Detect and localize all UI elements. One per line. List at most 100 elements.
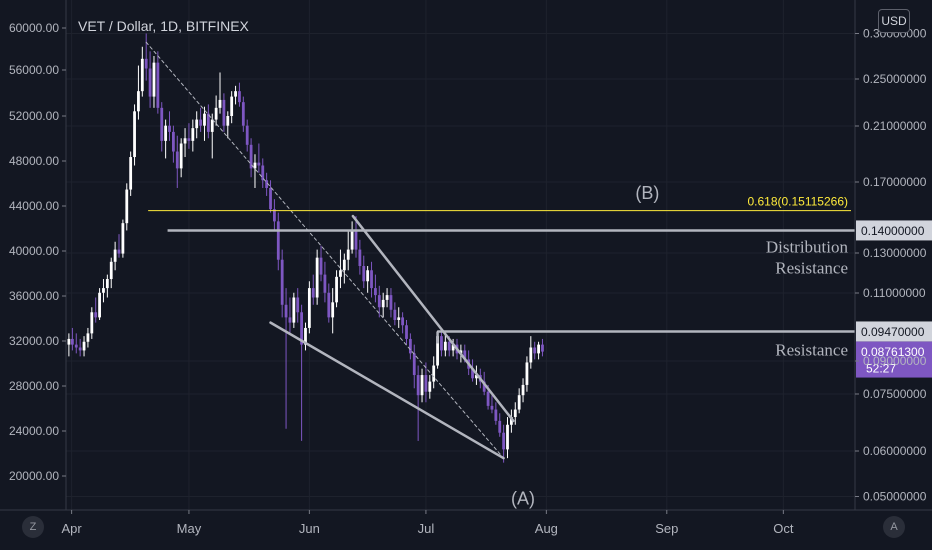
candle-body [164,125,168,141]
candle-body [187,138,191,141]
candle-body [412,353,416,376]
candle [335,270,338,308]
time-tick-label: Apr [61,521,82,536]
candle [179,138,183,178]
candle-body [405,325,408,339]
time-tick-label: Jun [299,521,320,536]
candle-body [105,279,109,289]
candle [121,219,125,258]
candle-body [257,162,261,166]
candle [323,261,327,303]
resistance-price-tag-bg [856,321,932,342]
candle-body [234,91,237,97]
candle [70,327,74,351]
candle [257,143,261,173]
candle-body [319,257,323,275]
candle-body [183,138,187,144]
candle-body [304,327,307,345]
candle-body [315,257,319,298]
last-price-tag: 0.08761300 52:27 [856,341,932,378]
candle-body [307,288,311,328]
candle-body [428,381,432,392]
candle [82,336,86,357]
right-tick-label: 0.06000000 [863,444,927,458]
candle [241,96,245,132]
candle-body [482,381,486,392]
candle [506,417,509,459]
candle-body [171,131,175,152]
candle [537,341,540,360]
candle [292,292,296,328]
auto-scale-button[interactable]: A [883,516,905,538]
wave-label-a: (A) [511,488,535,508]
candle-body [74,344,78,348]
candle [412,344,416,389]
candle-body [230,96,234,117]
left-tick-label: 20000.00 [9,469,59,483]
resistance-price-tag: 0.09470000 [856,321,932,342]
candle [191,119,195,152]
candle [265,172,269,196]
candle-body [525,362,529,385]
candle-body [440,336,443,351]
candle [374,274,377,303]
left-tick-label: 44000.00 [9,199,59,213]
candle [249,138,253,178]
zoom-reset-button[interactable]: Z [22,516,44,538]
candle-body [168,125,171,132]
resistance-price-tag-label: 0.09470000 [861,325,925,339]
candle-body [222,99,226,126]
candle [350,221,354,254]
left-tick-label: 52000.00 [9,109,59,123]
left-tick-label: 60000.00 [9,21,59,35]
candle-body [350,230,354,250]
candle [171,125,175,163]
candle-body [358,249,362,267]
candle-body [144,58,148,69]
candle [133,104,136,166]
candle [424,362,428,403]
candle-body [280,259,284,305]
candle-body [537,344,540,354]
candle-body [261,165,265,181]
candle [342,253,346,284]
candle-body [284,304,288,318]
candle [86,327,90,348]
candle-body [113,249,117,262]
right-tick-label: 0.05000000 [863,490,927,504]
candle-body [245,125,249,145]
candle-body [241,102,245,126]
candle-body [498,420,502,433]
candle-body [420,375,424,396]
candles [67,33,544,463]
candle-body [533,347,537,354]
candle [261,158,265,188]
right-tick-label: 0.17000000 [863,175,927,189]
candle [432,356,436,389]
candle [129,151,133,196]
candle [319,245,323,282]
candle-body [451,344,455,351]
candle [443,333,447,357]
candle [226,111,230,139]
candle [339,249,342,289]
candle [238,82,241,107]
last-price-tag-bg [856,341,932,378]
wedge-lower-line [269,321,505,460]
candle [393,302,397,326]
candle-body [311,288,315,298]
left-tick-label: 28000.00 [9,379,59,393]
candle-body [541,344,544,352]
candle-body [513,409,517,418]
currency-button[interactable]: USD [878,9,910,33]
time-tick-label: Aug [535,521,558,536]
candle-body [459,350,463,354]
candle [183,128,187,158]
candle-body [199,119,202,126]
candle-body [506,424,509,450]
candle [125,183,129,231]
candle [381,292,385,318]
candle [541,338,544,357]
chart-title: VET / Dollar, 1D, BITFINEX [78,18,250,34]
